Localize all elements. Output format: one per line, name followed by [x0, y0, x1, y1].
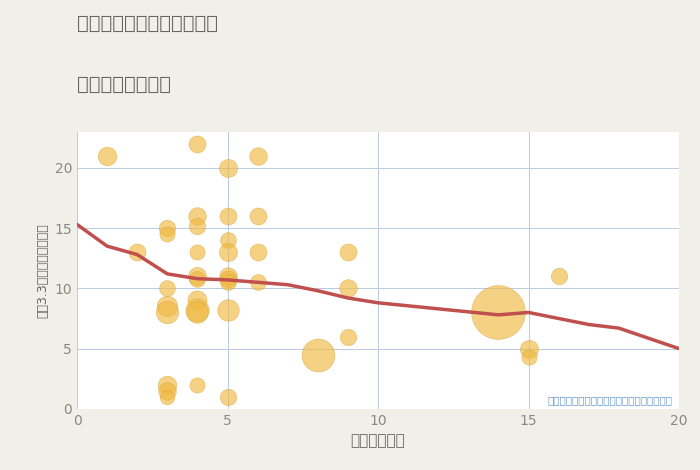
- Point: [342, 333, 354, 340]
- Text: 円の大きさは、取引のあった物件面積を示す: 円の大きさは、取引のあった物件面積を示す: [548, 395, 673, 405]
- Point: [252, 249, 263, 256]
- Point: [342, 284, 354, 292]
- Point: [192, 212, 203, 220]
- Point: [222, 279, 233, 286]
- Text: 駅距離別土地価格: 駅距離別土地価格: [77, 75, 171, 94]
- Point: [192, 306, 203, 314]
- Point: [162, 230, 173, 238]
- Point: [192, 275, 203, 282]
- Point: [222, 275, 233, 282]
- Point: [192, 249, 203, 256]
- Point: [523, 353, 534, 361]
- Point: [162, 284, 173, 292]
- Point: [192, 140, 203, 148]
- Point: [162, 381, 173, 389]
- Point: [102, 152, 113, 159]
- Point: [192, 222, 203, 229]
- Point: [192, 309, 203, 316]
- Point: [192, 381, 203, 389]
- Point: [523, 345, 534, 352]
- Point: [222, 164, 233, 172]
- Point: [553, 273, 564, 280]
- Point: [132, 249, 143, 256]
- Point: [162, 393, 173, 400]
- Point: [222, 212, 233, 220]
- Point: [252, 152, 263, 159]
- Point: [252, 212, 263, 220]
- Point: [342, 249, 354, 256]
- Point: [222, 236, 233, 244]
- Point: [222, 393, 233, 400]
- Y-axis label: 坪（3.3㎡）単価（万円）: 坪（3.3㎡）単価（万円）: [36, 223, 49, 318]
- Point: [162, 387, 173, 395]
- Point: [493, 309, 504, 316]
- Point: [222, 306, 233, 314]
- Point: [192, 273, 203, 280]
- Point: [222, 273, 233, 280]
- Point: [312, 351, 323, 359]
- Point: [192, 297, 203, 304]
- Point: [222, 249, 233, 256]
- X-axis label: 駅距離（分）: 駅距離（分）: [351, 433, 405, 448]
- Point: [252, 279, 263, 286]
- Text: 兵庫県姫路市香寺町溝口の: 兵庫県姫路市香寺町溝口の: [77, 14, 218, 33]
- Point: [162, 224, 173, 232]
- Point: [162, 303, 173, 310]
- Point: [162, 309, 173, 316]
